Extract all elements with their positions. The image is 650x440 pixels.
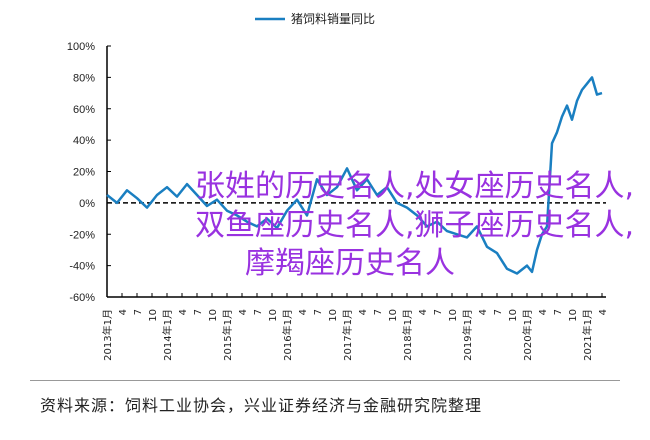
x-tick-label: 10: [268, 309, 279, 322]
line-chart: 100%80%60%40%20%0%-20%-40%-60%2013年1月 4 7 1…: [67, 12, 609, 361]
x-tick-label: 4: [418, 309, 429, 315]
x-tick-label: 2013年1月: [101, 309, 114, 361]
x-tick-label: 7: [553, 309, 564, 315]
x-tick-label: 7: [373, 309, 384, 315]
y-tick-label: 40%: [73, 135, 95, 147]
x-tick-label: 2019年1月: [461, 309, 474, 361]
x-tick-label: 10: [448, 309, 459, 322]
x-tick-label: 2015年1月: [221, 309, 234, 361]
y-tick-label: -40%: [69, 261, 95, 273]
y-tick-label: 100%: [67, 41, 95, 53]
legend-label: 猪饲料销量同比: [291, 12, 375, 26]
y-tick-label: -60%: [69, 292, 95, 304]
series-line: [106, 76, 603, 275]
x-tick-label: 4: [478, 309, 489, 315]
y-tick-label: 80%: [73, 72, 95, 84]
y-tick-label: 0%: [79, 198, 95, 210]
x-tick-label: 10: [568, 309, 579, 322]
x-tick-label: 7: [433, 309, 444, 315]
y-tick-label: 20%: [73, 167, 95, 179]
x-tick-label: 4: [178, 309, 189, 315]
x-tick-label: 10: [328, 309, 339, 322]
x-tick-label: 2014年1月: [161, 309, 174, 361]
x-tick-label: 7: [313, 309, 324, 315]
y-tick-label: 60%: [73, 104, 95, 116]
source-note: 资料来源：饲料工业协会，兴业证券经济与金融研究院整理: [40, 396, 483, 415]
x-tick-label: 10: [388, 309, 399, 322]
x-tick-label: 4: [598, 309, 609, 315]
x-tick-label: 10: [208, 309, 219, 322]
x-tick-label: 4: [298, 309, 309, 315]
overlay-text-line-1: 张姓的历史名人,处女座历史名人,: [195, 169, 635, 204]
x-tick-label: 7: [193, 309, 204, 315]
x-tick-label: 4: [238, 309, 249, 315]
x-tick-label: 7: [253, 309, 264, 315]
x-tick-label: 10: [148, 309, 159, 322]
x-tick-label: 2020年1月: [521, 309, 534, 361]
x-tick-label: 2021年1月: [581, 309, 594, 361]
x-tick-label: 2018年1月: [401, 309, 414, 361]
x-tick-label: 4: [538, 309, 549, 315]
x-tick-label: 4: [118, 309, 129, 315]
x-tick-label: 4: [358, 309, 369, 315]
x-tick-label: 2017年1月: [341, 309, 354, 361]
overlay-text-line-2: 双鱼座历史名人,狮子座历史名人,: [195, 208, 635, 243]
y-tick-label: -20%: [69, 229, 95, 241]
x-tick-label: 2016年1月: [281, 309, 294, 361]
overlay-text-line-3: 摩羯座历史名人: [245, 246, 455, 281]
x-tick-label: 7: [133, 309, 144, 315]
x-tick-label: 7: [493, 309, 504, 315]
x-tick-label: 10: [508, 309, 519, 322]
divider: [30, 380, 620, 381]
